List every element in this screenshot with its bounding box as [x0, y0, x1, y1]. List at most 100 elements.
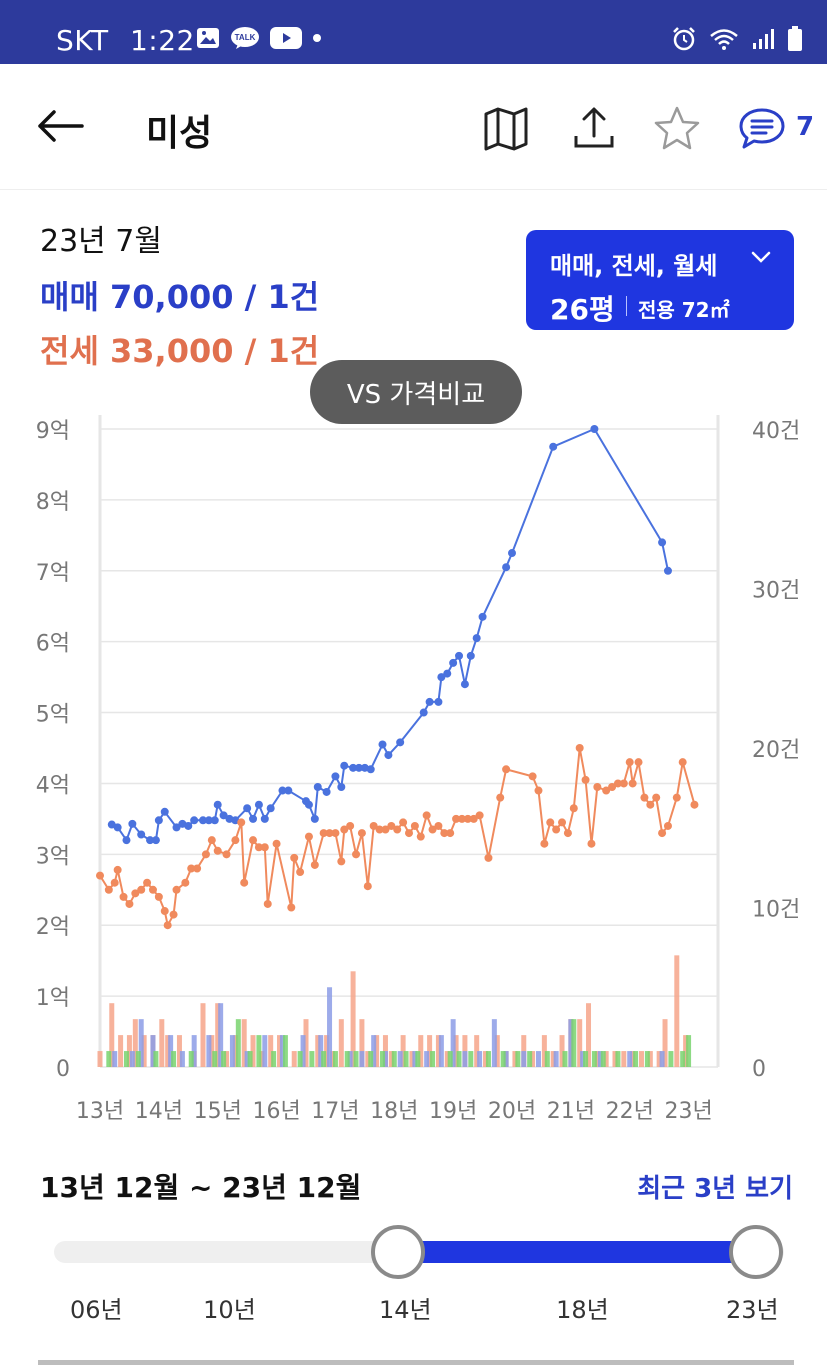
sale-volume-bar [229, 1035, 235, 1067]
lease-point [469, 814, 478, 823]
sale-point [378, 740, 387, 749]
svg-text:TALK: TALK [235, 33, 256, 42]
lease-point [640, 793, 649, 802]
lease-point [357, 829, 366, 838]
clock-label: 1:22 [129, 24, 195, 57]
sale-point [137, 830, 146, 839]
comment-count[interactable]: 7 [796, 112, 815, 142]
lease-point [363, 882, 372, 891]
lease-point [222, 850, 231, 859]
status-time: SKT 1:22 [56, 24, 195, 57]
lease-volume-bar [277, 1035, 283, 1067]
lease-point [154, 892, 163, 901]
sale-volume-bar [597, 1051, 603, 1067]
x-tick-label: 13년 [76, 1099, 124, 1124]
lease-point [172, 885, 181, 894]
share-icon[interactable] [570, 104, 618, 152]
transaction-type-label: 매매, 전세, 월세 [550, 252, 718, 280]
lease-volume-bar [165, 1035, 171, 1067]
lease-volume-bar [209, 1035, 215, 1067]
x-tick-label: 15년 [194, 1099, 242, 1124]
lease-volume-bar [365, 1051, 371, 1067]
sale-volume-bar [397, 1051, 403, 1067]
sale-point [213, 800, 222, 809]
vs-price-compare-button[interactable]: VS 가격비교 [310, 360, 522, 424]
sale-summary: 매매 70,000 / 1건 [40, 278, 320, 316]
lease-point [169, 910, 178, 919]
sale-point [366, 765, 375, 774]
sale-volume-bar [568, 1019, 574, 1067]
lease-volume-bar [176, 1035, 182, 1067]
sale-volume-bar [412, 1051, 418, 1067]
comment-icon[interactable] [738, 104, 786, 152]
lease-point [658, 829, 667, 838]
sale-point [243, 804, 252, 813]
lease-point [304, 832, 313, 841]
monthly-volume-bar [468, 1051, 474, 1067]
divider [626, 296, 627, 316]
lease-volume-bar [483, 1051, 489, 1067]
lease-point [263, 899, 272, 908]
monthly-volume-bar [282, 1035, 288, 1067]
youtube-icon [270, 27, 302, 49]
x-tick-label: 17년 [311, 1099, 359, 1124]
sale-volume-bar [318, 1035, 324, 1067]
monthly-volume-bar [562, 1051, 568, 1067]
y-left-tick-label: 9억 [36, 419, 70, 444]
x-tick-label: 22년 [606, 1099, 654, 1124]
price-chart[interactable]: 0 1억 2억 3억 4억 5억 6억 7억 8억 9억 0 10건 20건 30건 40건 13년 14년 15… [0, 400, 827, 1130]
sale-point [190, 816, 199, 825]
transaction-type-selector[interactable]: 매매, 전세, 월세 26평 전용 72㎡ [526, 230, 794, 330]
lease-point [434, 821, 443, 830]
sale-point [437, 673, 446, 682]
kakaotalk-icon: TALK [231, 27, 259, 49]
alarm-icon [673, 27, 695, 51]
lease-point [148, 885, 157, 894]
lease-point [410, 821, 419, 830]
x-tick-label: 14년 [135, 1099, 183, 1124]
lease-volume-bar [559, 1035, 565, 1067]
lease-point [237, 818, 246, 827]
lease-point [113, 865, 122, 874]
lease-volume-bar [594, 1051, 600, 1067]
lease-point [496, 793, 505, 802]
map-icon[interactable] [482, 104, 530, 152]
sale-point [210, 816, 219, 825]
monthly-volume-bar [583, 1051, 589, 1067]
monthly-volume-bar [456, 1051, 462, 1067]
sale-volume-bar [191, 1035, 197, 1067]
app-bar: 미성 7 [0, 64, 827, 190]
lease-point [160, 907, 169, 916]
star-icon[interactable] [653, 104, 701, 152]
y-left-tick-label: 8억 [36, 490, 70, 515]
range-start-handle[interactable] [371, 1225, 426, 1279]
lease-point [352, 850, 361, 859]
sale-point [443, 669, 452, 678]
sale-point [260, 814, 269, 823]
battery-icon [788, 26, 802, 51]
sale-volume-bar [218, 1003, 224, 1067]
slider-tick-label: 23년 [726, 1296, 779, 1324]
x-tick-label: 19년 [429, 1099, 477, 1124]
sale-point [460, 680, 469, 689]
x-tick-label: 20년 [488, 1099, 536, 1124]
sale-volume-bar [150, 1035, 156, 1067]
y-right-tick-label: 0 [752, 1057, 766, 1082]
lease-point [593, 782, 602, 791]
lease-volume-bar [109, 1003, 115, 1067]
monthly-volume-bar [106, 1051, 112, 1067]
range-slider-fill [398, 1241, 756, 1263]
lease-volume-bar [683, 1035, 689, 1067]
lease-volume-bar [474, 1035, 480, 1067]
back-arrow-icon[interactable] [36, 106, 86, 146]
monthly-volume-bar [135, 1051, 141, 1067]
lease-point [463, 814, 472, 823]
lease-volume-bar [656, 1051, 662, 1067]
lease-point [540, 839, 549, 848]
range-end-handle[interactable] [729, 1225, 783, 1279]
monthly-volume-bar [353, 1051, 359, 1067]
lease-point [546, 818, 555, 827]
recent-3-years-link[interactable]: 최근 3년 보기 [637, 1174, 793, 1204]
lease-point [440, 829, 449, 838]
sale-point [204, 816, 213, 825]
